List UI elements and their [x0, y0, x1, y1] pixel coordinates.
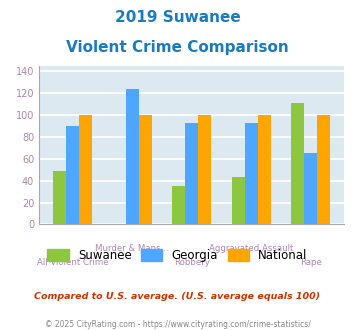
Text: Aggravated Assault: Aggravated Assault	[209, 244, 294, 253]
Text: Murder & Mans...: Murder & Mans...	[95, 244, 169, 253]
Text: All Violent Crime: All Violent Crime	[37, 258, 108, 267]
Bar	[185, 123, 198, 224]
Text: © 2025 CityRating.com - https://www.cityrating.com/crime-statistics/: © 2025 CityRating.com - https://www.city…	[45, 320, 310, 329]
Legend: Suwanee, Georgia, National: Suwanee, Georgia, National	[43, 244, 312, 266]
Bar	[231, 178, 245, 224]
Bar	[304, 153, 317, 224]
Bar	[317, 115, 331, 224]
Bar	[198, 115, 211, 224]
Text: Rape: Rape	[300, 258, 322, 267]
Bar	[66, 126, 79, 224]
Text: Robbery: Robbery	[174, 258, 210, 267]
Bar	[53, 171, 66, 224]
Bar	[291, 103, 304, 224]
Bar	[172, 186, 185, 224]
Text: Compared to U.S. average. (U.S. average equals 100): Compared to U.S. average. (U.S. average …	[34, 292, 321, 301]
Bar	[126, 89, 139, 224]
Bar	[245, 123, 258, 224]
Bar	[139, 115, 152, 224]
Bar	[258, 115, 271, 224]
Text: Violent Crime Comparison: Violent Crime Comparison	[66, 40, 289, 54]
Text: 2019 Suwanee: 2019 Suwanee	[115, 10, 240, 25]
Bar	[79, 115, 92, 224]
